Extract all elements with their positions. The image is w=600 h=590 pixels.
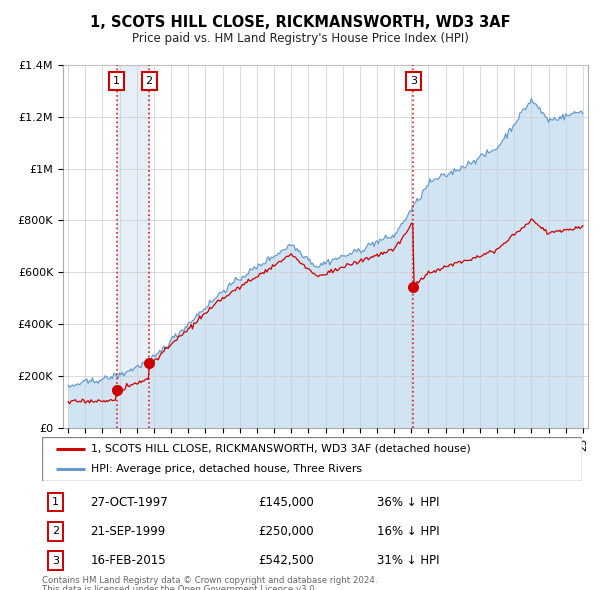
- Text: 3: 3: [52, 556, 59, 566]
- Text: Contains HM Land Registry data © Crown copyright and database right 2024.: Contains HM Land Registry data © Crown c…: [42, 576, 377, 585]
- Text: 27-OCT-1997: 27-OCT-1997: [91, 496, 169, 509]
- Text: This data is licensed under the Open Government Licence v3.0.: This data is licensed under the Open Gov…: [42, 585, 317, 590]
- Text: £542,500: £542,500: [258, 554, 314, 567]
- Text: 3: 3: [410, 76, 417, 86]
- Bar: [116, 65, 149, 428]
- FancyBboxPatch shape: [42, 437, 582, 481]
- Text: Price paid vs. HM Land Registry's House Price Index (HPI): Price paid vs. HM Land Registry's House …: [131, 32, 469, 45]
- Text: 31% ↓ HPI: 31% ↓ HPI: [377, 554, 439, 567]
- Text: 2: 2: [146, 76, 152, 86]
- Text: £145,000: £145,000: [258, 496, 314, 509]
- Text: £250,000: £250,000: [258, 525, 314, 538]
- Text: 2: 2: [52, 526, 59, 536]
- Text: 36% ↓ HPI: 36% ↓ HPI: [377, 496, 439, 509]
- Text: 21-SEP-1999: 21-SEP-1999: [91, 525, 166, 538]
- Text: 16% ↓ HPI: 16% ↓ HPI: [377, 525, 439, 538]
- Text: 16-FEB-2015: 16-FEB-2015: [91, 554, 166, 567]
- Text: 1: 1: [113, 76, 120, 86]
- Text: 1, SCOTS HILL CLOSE, RICKMANSWORTH, WD3 3AF: 1, SCOTS HILL CLOSE, RICKMANSWORTH, WD3 …: [89, 15, 511, 30]
- Text: 1: 1: [52, 497, 59, 507]
- Text: HPI: Average price, detached house, Three Rivers: HPI: Average price, detached house, Thre…: [91, 464, 362, 474]
- Text: 1, SCOTS HILL CLOSE, RICKMANSWORTH, WD3 3AF (detached house): 1, SCOTS HILL CLOSE, RICKMANSWORTH, WD3 …: [91, 444, 470, 454]
